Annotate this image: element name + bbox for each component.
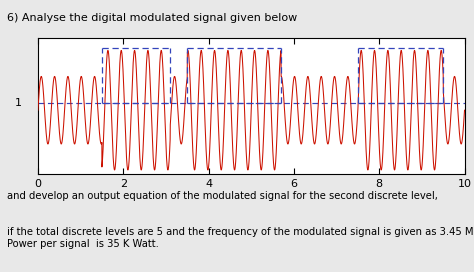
Text: if the total discrete levels are 5 and the frequency of the modulated signal is : if the total discrete levels are 5 and t… [7, 227, 474, 249]
Text: 6) Analyse the digital modulated signal given below: 6) Analyse the digital modulated signal … [7, 13, 297, 23]
Text: and develop an output equation of the modulated signal for the second discrete l: and develop an output equation of the mo… [7, 191, 438, 201]
Text: 1: 1 [15, 98, 21, 108]
